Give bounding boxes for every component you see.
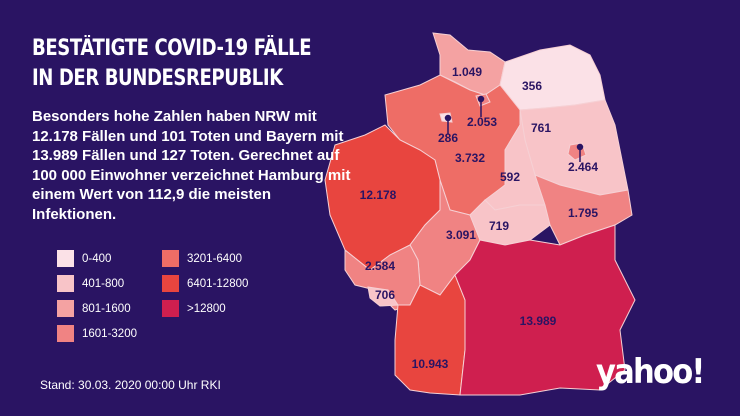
legend-label: 401-800 xyxy=(82,277,125,290)
legend-label: 3201-6400 xyxy=(187,252,242,265)
state-case-count: 12.178 xyxy=(360,188,397,202)
legend-item: 801-1600 xyxy=(57,300,131,317)
state-saarland xyxy=(367,286,399,307)
state-thueringen xyxy=(469,199,551,246)
page-title: BESTÄTIGTE COVID-19 FÄLLE IN DER BUNDESR… xyxy=(32,34,360,94)
legend-swatch xyxy=(57,300,74,317)
title-line: BESTÄTIGTE COVID-19 FÄLLE xyxy=(32,36,312,61)
state-case-count: 706 xyxy=(375,288,395,302)
state-case-count: 2.053 xyxy=(467,115,497,129)
legend-item: 6401-12800 xyxy=(162,275,248,292)
legend-label: 801-1600 xyxy=(82,302,131,315)
yahoo-logo: yahoo! xyxy=(596,352,705,392)
legend-label: >12800 xyxy=(187,302,226,315)
state-case-count: 10.943 xyxy=(412,357,449,371)
state-sachsen xyxy=(534,174,633,246)
state-case-count: 1.795 xyxy=(568,206,598,220)
state-case-count: 3.091 xyxy=(446,228,476,242)
legend-swatch xyxy=(162,300,179,317)
state-case-count: 2.584 xyxy=(365,259,395,273)
state-bayern xyxy=(454,224,636,396)
legend-item: 0-400 xyxy=(57,250,111,267)
state-case-count: 2.464 xyxy=(568,160,598,174)
legend-label: 1601-3200 xyxy=(82,327,137,340)
state-case-count: 286 xyxy=(438,131,458,145)
state-case-count: 719 xyxy=(489,219,509,233)
legend-label: 0-400 xyxy=(82,252,112,265)
state-case-count: 356 xyxy=(522,79,542,93)
title-line: IN DER BUNDESREPUBLIK xyxy=(32,66,283,91)
legend-swatch xyxy=(57,325,74,342)
legend-swatch xyxy=(162,250,179,267)
source-note: Stand: 30.03. 2020 00:00 Uhr RKI xyxy=(40,378,221,392)
legend-label: 6401-12800 xyxy=(187,277,249,290)
legend-swatch xyxy=(57,250,74,267)
legend-item: 3201-6400 xyxy=(162,250,242,267)
legend-swatch xyxy=(162,275,179,292)
legend-item: >12800 xyxy=(162,300,226,317)
legend-item: 1601-3200 xyxy=(57,325,137,342)
state-case-count: 1.049 xyxy=(452,65,482,79)
state-case-count: 13.989 xyxy=(520,314,557,328)
legend-item: 401-800 xyxy=(57,275,124,292)
state-case-count: 3.732 xyxy=(455,151,485,165)
legend-swatch xyxy=(57,275,74,292)
state-mecklenburg-vorpommern xyxy=(499,44,606,111)
state-case-count: 592 xyxy=(500,170,520,184)
description: Besonders hohe Zahlen haben NRW mit 12.1… xyxy=(32,108,351,223)
state-case-count: 761 xyxy=(531,121,551,135)
